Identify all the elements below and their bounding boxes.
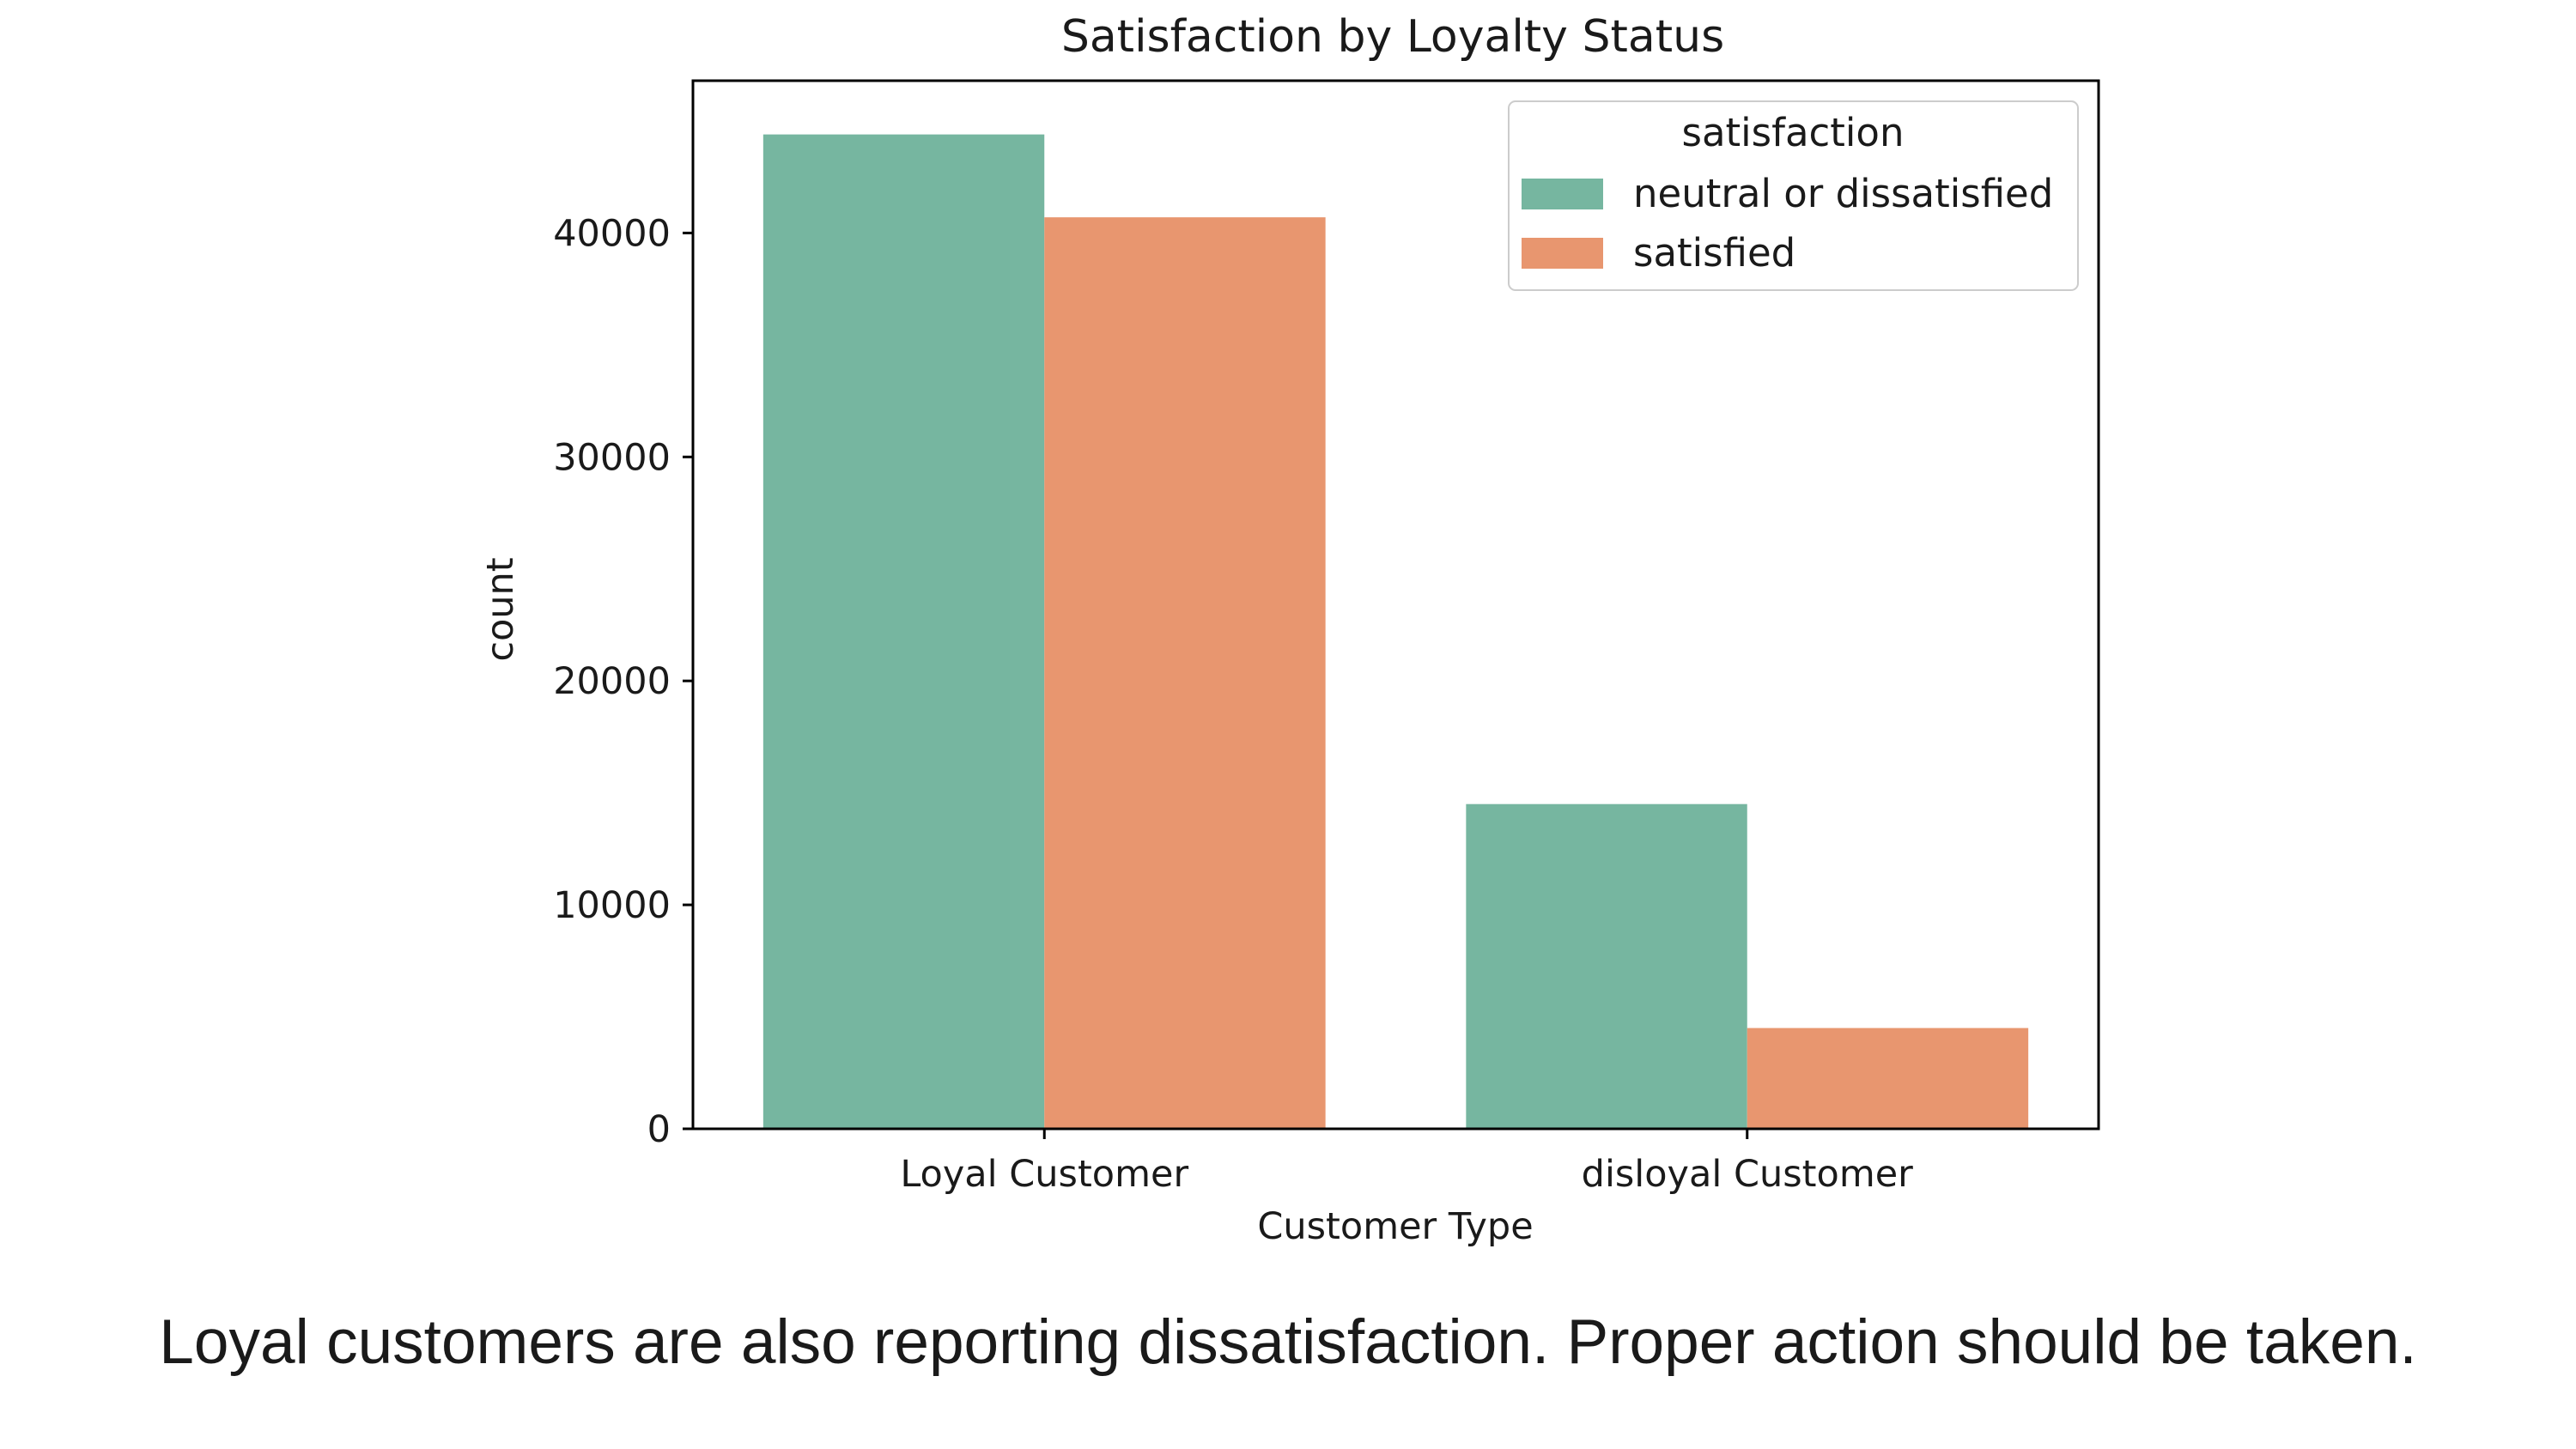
chart-title: Satisfaction by Loyalty Status xyxy=(1061,11,1724,63)
y-tick-label: 40000 xyxy=(553,212,671,255)
y-tick-label: 20000 xyxy=(553,660,671,703)
bar-neutral-or-dissatisfied-disloyal-customer xyxy=(1466,803,1747,1129)
y-axis-label: count xyxy=(479,557,522,661)
legend-swatch-satisfied xyxy=(1522,238,1603,269)
chart-caption: Loyal customers are also reporting dissa… xyxy=(159,1307,2417,1377)
bar-satisfied-disloyal-customer xyxy=(1747,1028,2029,1129)
bar-neutral-or-dissatisfied-loyal-customer xyxy=(762,134,1045,1130)
legend: satisfaction neutral or dissatisfied sat… xyxy=(1508,100,2079,291)
x-axis-label: Customer Type xyxy=(1257,1205,1533,1248)
legend-title: satisfaction xyxy=(1682,110,1905,155)
x-tick-label: disloyal Customer xyxy=(1582,1153,1914,1196)
legend-box xyxy=(1508,100,2079,291)
legend-label-neutral-or-dissatisfied: neutral or dissatisfied xyxy=(1633,171,2053,216)
y-tick-label: 0 xyxy=(647,1108,671,1151)
bar-satisfied-loyal-customer xyxy=(1044,217,1326,1129)
x-tick-label: Loyal Customer xyxy=(900,1153,1188,1196)
chart: Satisfaction by Loyalty Status Loyal Cus… xyxy=(479,11,2100,1248)
plot-frame xyxy=(691,79,2100,1131)
legend-swatch-neutral-or-dissatisfied xyxy=(1522,179,1603,209)
y-tick-label: 30000 xyxy=(553,436,671,479)
legend-label-satisfied: satisfied xyxy=(1633,230,1795,276)
plot-area: Loyal Customer disloyal Customer 0 10000 200… xyxy=(553,134,2029,1196)
y-tick-label: 10000 xyxy=(553,884,671,927)
